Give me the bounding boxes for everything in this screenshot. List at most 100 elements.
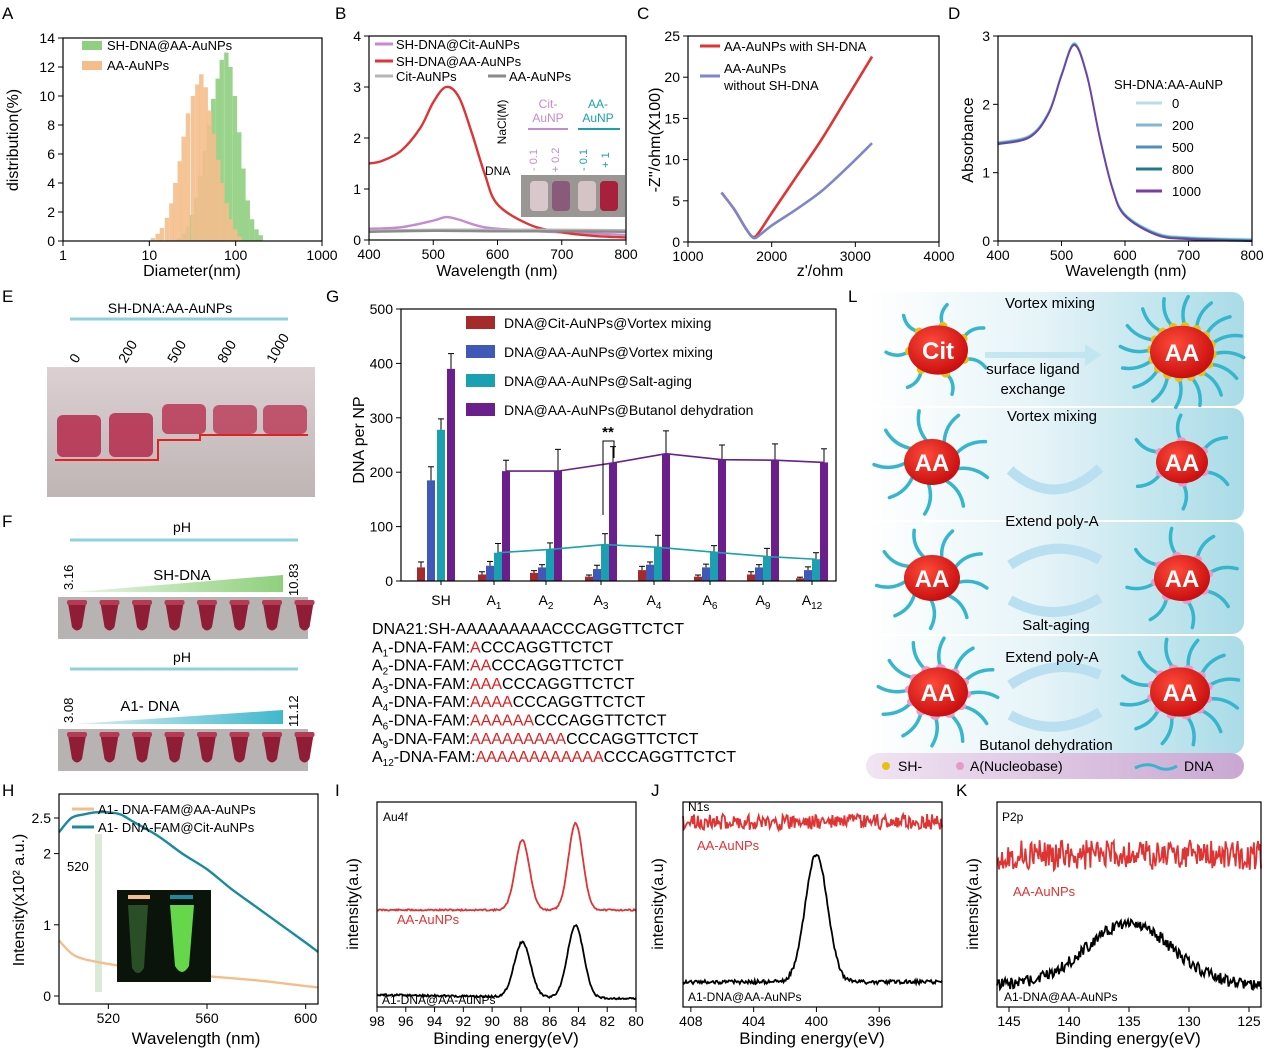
panel-f-tube-rim (132, 600, 152, 605)
panel-b-ytick-label: 4 (353, 28, 361, 44)
panel-l-nanoparticle (908, 325, 968, 375)
panel-l-arrow-1 (985, 344, 1102, 366)
panel-e-lane-3: 800 (214, 337, 240, 365)
panel-g-xtick-label: A4 (647, 592, 662, 612)
panel-c-lines (720, 55, 874, 240)
panel-f-tube (133, 735, 151, 763)
panel-b-xticks: 400 500 600 700 800 (357, 240, 638, 262)
panel-l-legend-bg (866, 753, 1244, 779)
panel-letter-h: H (2, 781, 14, 800)
panel-i-xtick-label: 90 (484, 1013, 500, 1029)
panel-d-ytick-label: 3 (982, 28, 990, 44)
panel-g-ytick-label: 500 (370, 301, 394, 317)
panel-d-legend-label: 500 (1172, 140, 1194, 155)
panel-f-tube (295, 603, 314, 631)
panel-i-xtick-label: 80 (628, 1013, 644, 1029)
panel-l-schematic: Cit AA AA AA AA AA AA AA Vortex mixing surface … (866, 292, 1246, 779)
panel-e-lane-1: 200 (115, 337, 141, 365)
panel-g-bar (554, 471, 562, 581)
panel-g-bar (609, 462, 617, 581)
panel-g-trend-line (497, 543, 817, 561)
panel-g-xtick-label: A9 (756, 592, 771, 612)
panel-f-tube-rim (67, 732, 87, 737)
panel-letter-l: L (848, 287, 857, 306)
panel-g-bar (796, 578, 804, 581)
panel-l-row3-bottom: Salt-aging (1022, 617, 1090, 634)
panel-j-trace (682, 853, 943, 987)
panel-h-xticks: 520 560 600 (97, 1004, 318, 1026)
panel-l-arrow-4a (1007, 662, 1103, 690)
panel-a-bar (224, 52, 229, 241)
panel-d-xticks: 400 500 600 700 800 (986, 241, 1264, 263)
panel-a-legend-swatch-green (82, 41, 102, 50)
panel-i-xtick-label: 84 (571, 1013, 587, 1029)
panel-e-lane-2: 500 (164, 337, 190, 365)
panel-f-tube-rim (197, 732, 217, 737)
panel-c-xtick-label: 4000 (923, 248, 954, 264)
panel-g-bar (747, 574, 755, 581)
panel-k-xps-p2p: 145 140 135 130 125 intensity(a.u) Binding e… (965, 801, 1262, 1048)
panel-a-legend-1: AA-AuNPs (107, 58, 170, 73)
panel-a-bars (150, 52, 263, 242)
panel-g-bar (502, 471, 510, 581)
panel-b-uvvis: 0 1 2 3 4 400 500 600 700 800 Wavelength (nm) SH… (353, 28, 638, 280)
panel-h-marker-label: 520 (67, 859, 89, 874)
panel-a-ytick-label: 8 (47, 117, 55, 133)
panel-e-lane-0: 0 (66, 351, 84, 366)
panel-j-xtick-label: 396 (868, 1013, 892, 1029)
panel-c-ytick-label: 0 (672, 234, 680, 250)
panel-f-tube-rim (294, 732, 315, 737)
panel-b-lines (368, 85, 627, 239)
panel-a-ytick-label: 6 (47, 146, 55, 162)
panel-d-legend-title: SH-DNA:AA-AuNP (1114, 77, 1223, 92)
panel-f-tube (295, 735, 314, 763)
panel-a-bar (215, 78, 220, 241)
panel-a-xlabel: Diameter(nm) (143, 263, 241, 280)
panel-l-row1-top: Vortex mixing (1005, 295, 1095, 312)
panel-letter-f: F (2, 512, 12, 531)
panel-a-bar (237, 236, 242, 241)
panel-i-lines (376, 821, 637, 1001)
panel-i-label-top: AA-AuNPs (397, 912, 460, 927)
panel-j-label-top: AA-AuNPs (697, 838, 760, 853)
panel-f-tube (230, 603, 249, 631)
panel-g-bar (812, 559, 820, 581)
panel-g-sequence-line: DNA21:SH-AAAAAAAAACCCAGGTTCTCT (372, 621, 684, 638)
panel-g-ytick-label: 0 (385, 573, 393, 589)
panel-a-xtick-label: 100 (224, 247, 248, 263)
panel-g-bar (530, 572, 538, 581)
panel-l-nanoparticle (1156, 440, 1208, 484)
panel-i-trace (376, 923, 637, 1001)
panel-f-tube (165, 735, 184, 763)
panel-a-bar (245, 200, 250, 241)
panel-g-legend-label: DNA@AA-AuNPs@Butanol dehydration (504, 402, 753, 418)
panel-a-bar (190, 96, 196, 241)
panel-j-lines (682, 811, 943, 987)
panel-f-tube-rim (67, 600, 87, 605)
panel-k-xtick-label: 130 (1177, 1013, 1201, 1029)
panel-b-inset-tube-1 (530, 181, 548, 211)
panel-h-inset-tube-2 (170, 905, 194, 972)
panel-l-dna-strand (953, 552, 983, 570)
panel-l-dna-strand (942, 413, 961, 444)
panel-l-dna-strand (874, 579, 908, 589)
panel-b-inset-nacl-1: + 0.2 (550, 148, 562, 173)
panel-e-band-4 (263, 405, 307, 434)
panel-d-axes-frame (997, 35, 1253, 242)
panel-f-tube (263, 735, 281, 763)
panel-a-ytick-label: 14 (39, 30, 55, 46)
panel-a-ytick-label: 10 (39, 88, 55, 104)
panel-h-xtick-label: 520 (97, 1010, 121, 1026)
panel-d-line (997, 43, 1253, 241)
panel-a-xtick-label: 1000 (306, 247, 337, 263)
panel-letter-k: K (956, 781, 968, 800)
panel-a-ytick-label: 2 (47, 204, 55, 220)
panel-g-legend-label: DNA@AA-AuNPs@Salt-aging (504, 373, 692, 389)
panel-h-xtick-label: 560 (195, 1010, 219, 1026)
panel-b-xlabel: Wavelength (nm) (436, 263, 557, 280)
panel-a-bar (185, 113, 191, 241)
panel-l-row4-bottom: Butanol dehydration (979, 737, 1112, 754)
panel-l-dna-strand (893, 593, 917, 618)
panel-k-label-bottom: A1-DNA@AA-AuNPs (1004, 990, 1118, 1004)
panel-l-dna-strand (954, 439, 988, 456)
